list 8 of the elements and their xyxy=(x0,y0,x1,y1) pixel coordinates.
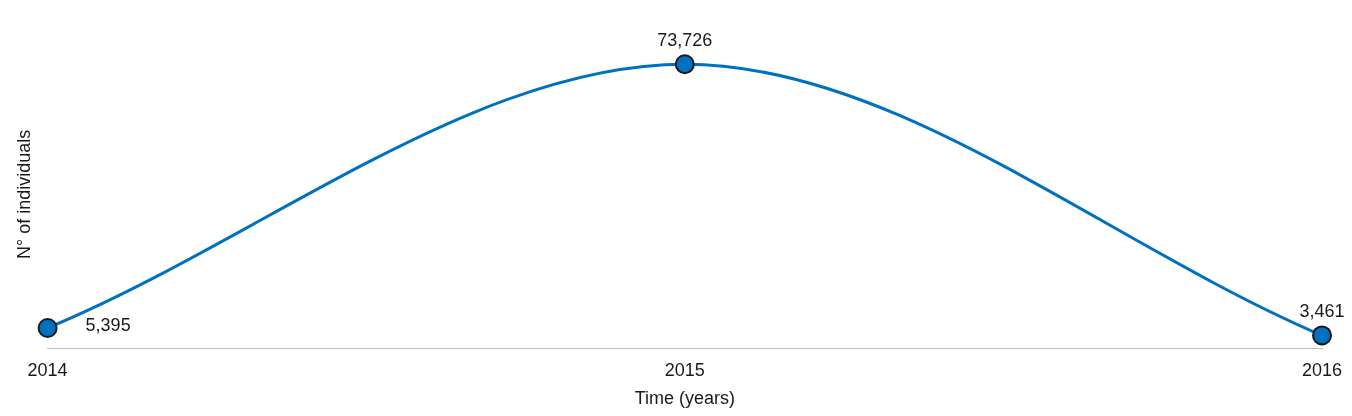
y-axis-title: N° of individuals xyxy=(13,129,34,260)
data-label: 3,461 xyxy=(1299,301,1345,322)
data-label: 73,726 xyxy=(657,30,713,51)
data-label: 5,395 xyxy=(85,314,131,335)
x-tick-label: 2016 xyxy=(1301,359,1343,380)
x-axis-title: Time (years) xyxy=(634,388,735,409)
x-tick-label: 2014 xyxy=(27,359,68,380)
x-tick-label: 2015 xyxy=(664,359,705,380)
